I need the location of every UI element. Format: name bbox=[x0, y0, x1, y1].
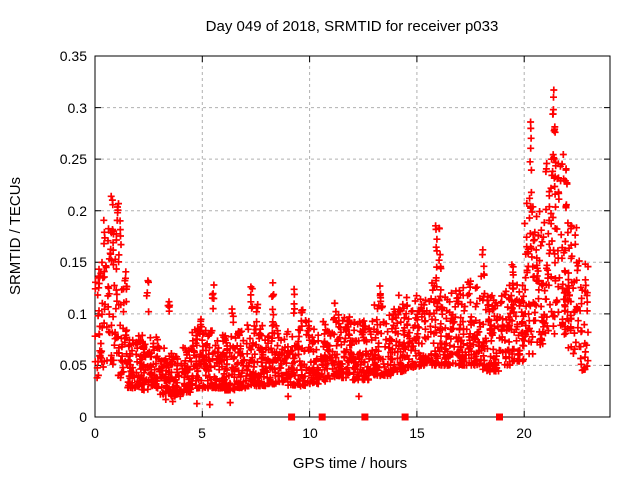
y-tick-label-0: 0 bbox=[79, 409, 87, 425]
y-tick-label-0.35: 0.35 bbox=[60, 48, 87, 64]
x-axis-label: GPS time / hours bbox=[293, 455, 407, 472]
srmtid-points bbox=[91, 86, 592, 409]
y-tick-label-0.2: 0.2 bbox=[68, 203, 88, 219]
y-axis-label: SRMTID / TECUs bbox=[7, 177, 24, 295]
x-tick-label-5: 5 bbox=[198, 425, 206, 441]
y-tick-label-0.15: 0.15 bbox=[60, 254, 87, 270]
chart-title: Day 049 of 2018, SRMTID for receiver p03… bbox=[206, 18, 499, 35]
x-tick-label-0: 0 bbox=[91, 425, 99, 441]
y-tick-label-0.3: 0.3 bbox=[68, 100, 88, 116]
y-tick-label-0.25: 0.25 bbox=[60, 151, 87, 167]
x-tick-label-15: 15 bbox=[409, 425, 425, 441]
x-tick-label-10: 10 bbox=[302, 425, 318, 441]
y-tick-label-0.05: 0.05 bbox=[60, 357, 87, 373]
y-tick-label-0.1: 0.1 bbox=[68, 306, 88, 322]
data-points-layer bbox=[91, 86, 592, 421]
x-tick-label-20: 20 bbox=[516, 425, 532, 441]
